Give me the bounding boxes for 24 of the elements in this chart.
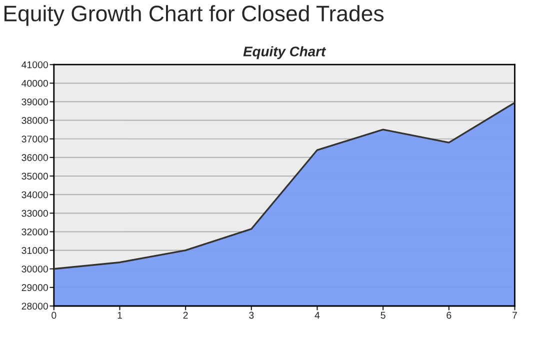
chart-title: Equity Growth Chart for Closed Trades (4, 5, 384, 26)
x-tick-label: 5 (380, 312, 386, 319)
x-tick-label: 7 (512, 312, 517, 319)
x-tick-label: 3 (249, 312, 254, 319)
x-tick-label: 2 (183, 312, 188, 319)
y-tick-label: 29000 (22, 284, 48, 292)
y-tick-label: 40000 (22, 80, 48, 87)
y-tick-label: 37000 (22, 136, 48, 142)
y-tick-label: 39000 (22, 98, 48, 106)
y-tick-label: 30000 (22, 266, 48, 272)
y-tick-label: 34000 (22, 191, 48, 198)
x-tick-label: 1 (118, 312, 122, 319)
y-tick-label: 36000 (22, 154, 48, 162)
y-tick-label: 33000 (22, 210, 48, 217)
y-tick-label: 32000 (22, 228, 48, 236)
chart-subtitle: Equity Chart (243, 46, 326, 60)
x-tick-label: 4 (314, 312, 320, 319)
x-tick-label: 6 (446, 312, 452, 319)
y-tick-label: 35000 (22, 172, 48, 180)
y-tick-label: 28000 (22, 302, 48, 310)
y-tick-label: 41000 (22, 61, 48, 68)
y-tick-label: 38000 (22, 117, 48, 124)
y-tick-label: 31000 (22, 247, 48, 254)
x-tick-label: 0 (52, 312, 56, 319)
